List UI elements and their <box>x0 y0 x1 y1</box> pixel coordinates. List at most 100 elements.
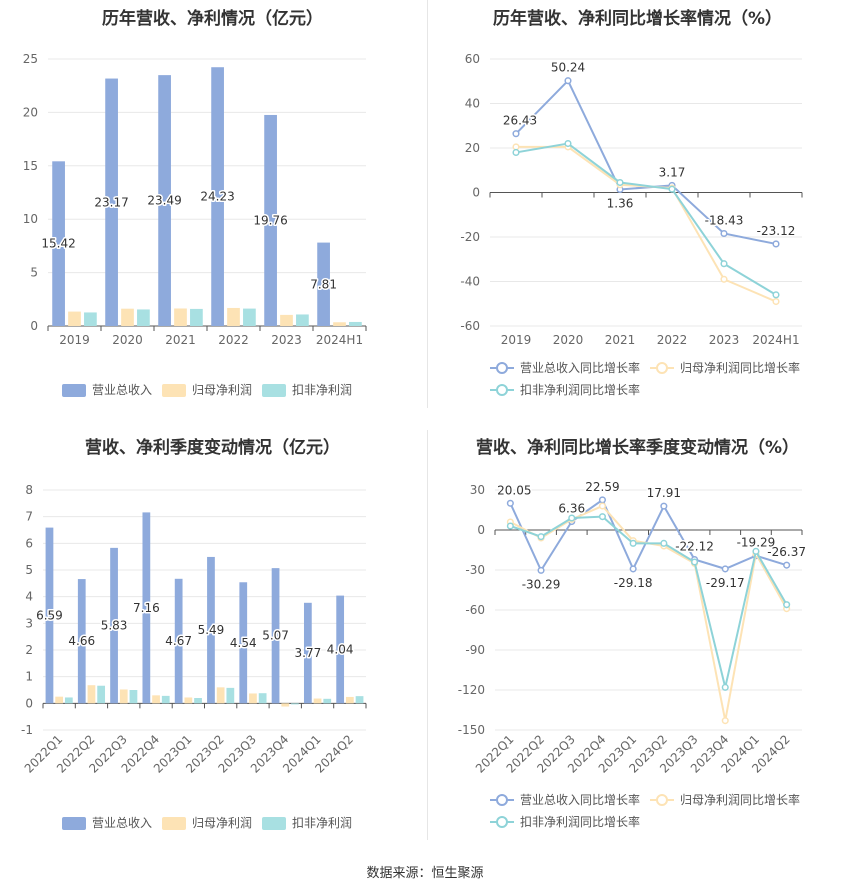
bar <box>161 695 170 704</box>
y-tick-label: 25 <box>23 52 38 66</box>
bar <box>174 308 187 326</box>
x-tick-label: 2022 <box>657 333 688 347</box>
x-tick-label: 2024H1 <box>752 333 799 347</box>
data-point <box>512 143 520 151</box>
data-point <box>629 539 637 547</box>
data-point <box>537 566 545 574</box>
y-tick-label: 15 <box>23 159 38 173</box>
bar <box>68 311 81 326</box>
x-tick-label: 2019 <box>501 333 532 347</box>
data-point <box>506 522 514 530</box>
bar <box>280 314 293 326</box>
y-tick-label: 7 <box>25 510 33 524</box>
data-point <box>772 240 780 248</box>
data-label: -26.37 <box>767 545 806 559</box>
bar <box>158 75 171 326</box>
bar <box>249 693 257 704</box>
y-tick-label: 5 <box>30 266 38 280</box>
x-tick-label: 2022 <box>218 333 249 347</box>
bar <box>184 697 193 704</box>
bar <box>105 78 118 326</box>
legend-swatch <box>656 794 668 806</box>
data-label: -29.17 <box>706 576 745 590</box>
x-tick-label: 2020 <box>553 333 584 347</box>
y-tick-label: 1 <box>25 670 33 684</box>
data-point <box>721 717 729 725</box>
bar <box>194 698 202 704</box>
bar <box>258 693 267 704</box>
legend-label: 归母净利润同比增长率 <box>680 360 800 375</box>
legend-label: 营业总收入 <box>92 816 152 830</box>
legend-label: 归母净利润 <box>192 383 252 397</box>
data-point <box>668 185 676 193</box>
x-tick-label: 2023 <box>271 333 302 347</box>
data-label: -30.29 <box>522 577 561 591</box>
data-label: 5.83 <box>101 619 128 633</box>
quarterly-growth-chart: -150-120-90-60-300302022Q12022Q22022Q320… <box>458 478 808 829</box>
bar <box>349 321 362 326</box>
bar <box>129 690 138 704</box>
data-label: 5.07 <box>262 629 289 643</box>
data-point <box>720 275 728 283</box>
y-tick-label: 3 <box>25 616 33 630</box>
data-point <box>752 547 760 555</box>
legend-label: 扣非净利润 <box>292 816 352 830</box>
series-line <box>515 78 777 245</box>
x-tick-label: 2021 <box>605 333 636 347</box>
legend-swatch <box>62 817 86 830</box>
bar <box>45 527 54 704</box>
data-label: 19.76 <box>253 213 287 227</box>
bar <box>52 161 65 326</box>
bar <box>226 687 235 704</box>
bar <box>64 697 73 704</box>
data-label: 4.04 <box>327 642 354 656</box>
data-point <box>721 565 729 573</box>
y-tick-label: 0 <box>25 696 33 710</box>
bar <box>207 556 215 704</box>
data-label: 23.17 <box>94 195 128 209</box>
data-point <box>598 496 606 504</box>
legend-swatch <box>496 794 508 806</box>
data-label: 4.66 <box>68 634 95 648</box>
y-tick-label: 40 <box>465 97 480 111</box>
legend-swatch <box>262 817 286 830</box>
bar <box>355 696 364 704</box>
y-tick-label: 0 <box>472 186 480 200</box>
data-label: -18.43 <box>705 214 744 228</box>
data-point <box>629 565 637 573</box>
quarterly-revenue-profit-panel: 营收、净利季度变动情况（亿元） -1 0 1 2 3 4 5 6 7 8 2022Q1 2022Q2 2… <box>0 425 425 855</box>
annual-revenue-profit-panel: 历年营收、净利情况（亿元） 0 5 10 15 20 25 2019 2020 2021 2022… <box>0 0 425 410</box>
bar <box>87 685 96 704</box>
bar <box>317 242 330 326</box>
y-tick-label: 2 <box>25 643 33 657</box>
bar <box>211 67 224 326</box>
data-point <box>660 539 668 547</box>
bar <box>119 689 128 704</box>
legend-label: 归母净利润 <box>192 816 252 830</box>
bar <box>97 685 106 704</box>
x-tick-label: 2024H1 <box>316 333 363 347</box>
data-point <box>537 533 545 541</box>
y-tick-label: 8 <box>25 483 33 497</box>
y-tick-label: -40 <box>460 275 480 289</box>
y-tick-label: 0 <box>30 319 38 333</box>
bar <box>271 568 280 704</box>
y-tick-label: -60 <box>465 603 485 617</box>
data-point <box>616 178 624 187</box>
x-tick-label: 2021 <box>165 333 196 347</box>
bar <box>243 308 256 326</box>
data-point <box>720 229 728 238</box>
y-tick-label: -90 <box>465 643 485 657</box>
data-source: 数据来源：恒生聚源 <box>366 866 484 881</box>
legend-label: 营业总收入同比增长率 <box>520 792 640 807</box>
bar <box>345 696 354 704</box>
data-point <box>783 561 791 569</box>
legend-swatch <box>262 384 286 397</box>
legend-label: 扣非净利润 <box>292 383 352 397</box>
legend-swatch <box>62 384 86 397</box>
y-tick-label: 20 <box>465 141 480 155</box>
legend-label: 扣非净利润同比增长率 <box>520 382 640 397</box>
bar <box>142 512 151 704</box>
data-label: 5.49 <box>198 623 225 637</box>
y-tick-label: -150 <box>458 723 485 737</box>
